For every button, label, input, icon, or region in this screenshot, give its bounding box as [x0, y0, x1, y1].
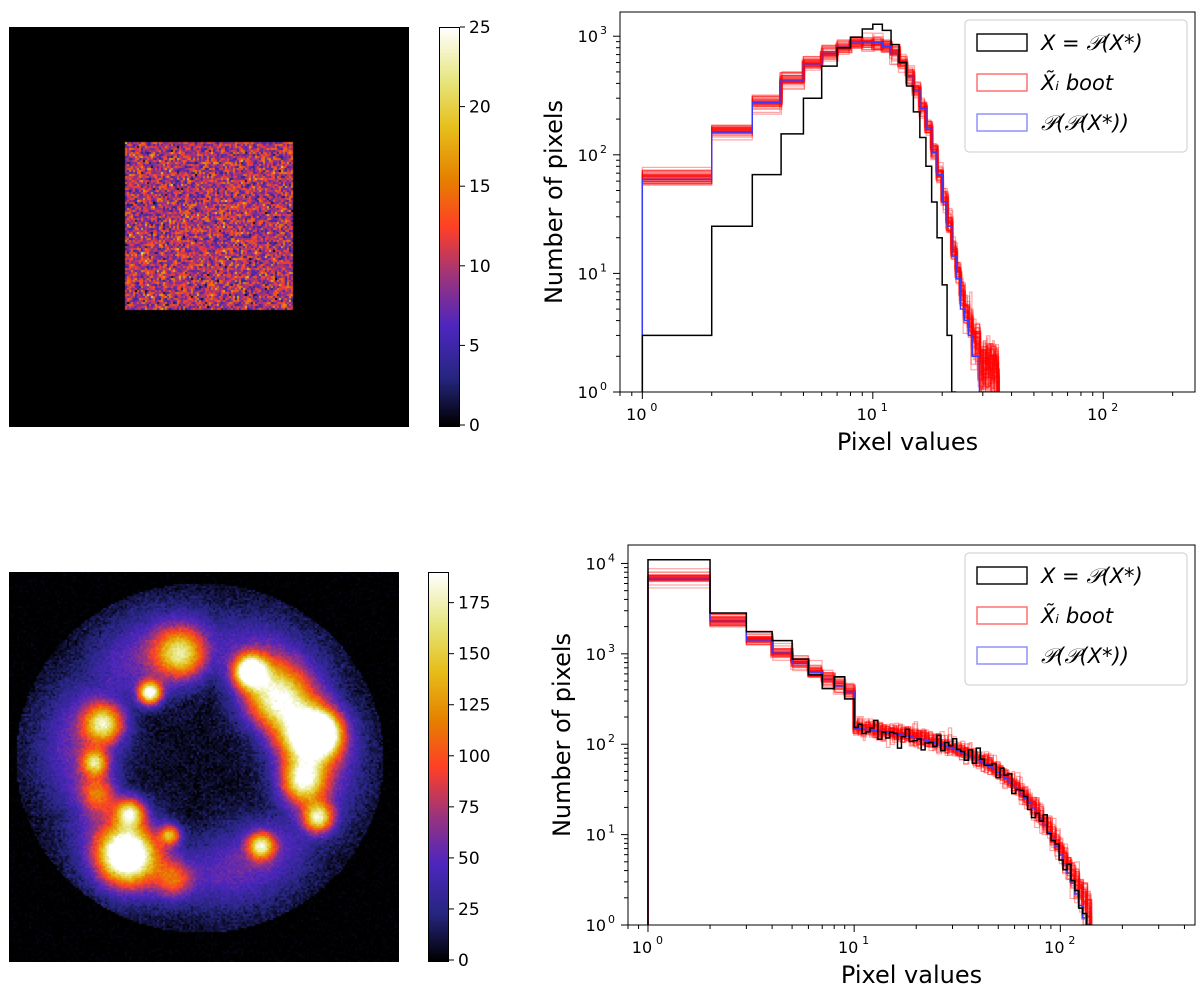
legend-label-bootstrap: X̃ᵢ boot: [1040, 603, 1114, 628]
legend-swatch-bootstrap: [976, 73, 1028, 92]
x-axis-label: Pixel values: [841, 961, 982, 989]
colorbar-tick-label: 25: [458, 900, 480, 920]
y-tick-label: 10: [586, 554, 606, 573]
bootstrap-realization: [641, 40, 1000, 392]
x-tick-label: 10: [838, 938, 858, 957]
x-tick-label: 10: [632, 938, 652, 957]
bootstrap-realization: [641, 41, 1000, 392]
bootstrap-realization: [647, 573, 1090, 925]
y-tick-exponent: 3: [600, 24, 607, 37]
plot-area: [647, 558, 1093, 925]
y-tick-exponent: 0: [608, 913, 615, 926]
y-tick-exponent: 1: [608, 823, 615, 836]
colorbar-tick-label: 175: [458, 594, 490, 614]
x-tick-label: 10: [857, 405, 877, 424]
bootstrap-realization: [647, 578, 1092, 925]
poisson-series: [641, 41, 993, 392]
bootstrap-realization: [641, 38, 1001, 392]
bootstrap-realization: [641, 38, 1000, 392]
colorbar-tick-label: 150: [458, 645, 490, 665]
y-tick-exponent: 1: [600, 261, 607, 274]
y-tick-label: 10: [586, 645, 606, 664]
bootstrap-realization: [641, 39, 1000, 392]
y-tick-label: 10: [578, 146, 598, 165]
y-tick-label: 10: [586, 826, 606, 845]
x-tick-exponent: 0: [656, 934, 663, 947]
legend-label-poisson: 𝒫(𝒫(X*)): [1041, 644, 1129, 668]
x-tick-exponent: 1: [862, 934, 869, 947]
y-tick-exponent: 0: [600, 380, 607, 393]
colorbar: [439, 27, 460, 427]
y-tick-exponent: 2: [600, 143, 607, 156]
panel-top: 0 5 10 15 20 25 10 0 10 1 10 2 10 0 10 1 10 2 10 3 Pixel va…: [0, 0, 1200, 480]
legend-box: [964, 552, 1188, 686]
colorbar-tick-label: 100: [458, 747, 490, 767]
observed-series: [647, 558, 1091, 925]
bootstrap-realization: [641, 39, 1001, 392]
colorbar-tick-label: 15: [469, 177, 491, 197]
colorbar: [428, 572, 449, 962]
x-tick-label: 10: [1087, 405, 1107, 424]
bootstrap-realization: [641, 36, 999, 392]
legend-swatch-poisson: [976, 646, 1028, 665]
colorbar-tick-label: 50: [458, 849, 480, 869]
x-tick-label: 10: [626, 405, 646, 424]
plot-area: [641, 23, 1001, 392]
legend-swatch-observed: [976, 566, 1028, 585]
observed-series: [641, 23, 957, 392]
colorbar-tick-label: 25: [469, 18, 491, 38]
axes-frame: [627, 544, 1196, 926]
y-tick-label: 10: [578, 27, 598, 46]
bootstrap-realization: [647, 576, 1091, 925]
colorbar-tick-label: 10: [469, 257, 491, 277]
y-tick-exponent: 2: [608, 732, 615, 745]
colorbar-tick-label: 125: [458, 696, 490, 716]
colorbar-tick-label: 75: [458, 798, 480, 818]
x-tick-label: 10: [1044, 938, 1064, 957]
colorbar-tick-label: 0: [458, 951, 469, 971]
colorbar-tick-label: 0: [469, 416, 480, 436]
x-tick-exponent: 1: [881, 401, 888, 414]
y-axis-label: Number of pixels: [548, 633, 576, 837]
legend-label-observed: X = 𝒫(X*): [1040, 31, 1143, 55]
bootstrap-realization: [641, 40, 1000, 392]
y-tick-label: 10: [578, 264, 598, 283]
x-tick-exponent: 2: [1068, 934, 1075, 947]
bootstrap-realization: [641, 40, 1000, 392]
legend-swatch-observed: [976, 33, 1028, 52]
bootstrap-realization: [641, 36, 1000, 392]
legend-label-observed: X = 𝒫(X*): [1040, 564, 1143, 588]
y-axis-label: Number of pixels: [540, 100, 568, 304]
bootstrap-realization: [647, 577, 1092, 925]
supernova-remnant-image: [9, 572, 399, 962]
colorbar-ticks: 0 5 10 15 20 25: [460, 18, 491, 436]
colorbar-tick-label: 5: [469, 336, 480, 356]
x-tick-exponent: 0: [650, 401, 657, 414]
x-axis-label: Pixel values: [837, 428, 978, 456]
colorbar-tick-label: 20: [469, 98, 491, 118]
legend-label-poisson: 𝒫(𝒫(X*)): [1041, 111, 1129, 135]
legend-label-bootstrap: X̃ᵢ boot: [1040, 70, 1114, 95]
legend-box: [964, 19, 1188, 153]
simulated-square-image: [9, 27, 409, 427]
legend-swatch-poisson: [976, 113, 1028, 132]
y-tick-label: 10: [586, 916, 606, 935]
y-tick-label: 10: [578, 383, 598, 402]
legend-swatch-bootstrap: [976, 606, 1028, 625]
x-tick-exponent: 2: [1111, 401, 1118, 414]
bootstrap-realization: [647, 579, 1091, 925]
y-tick-label: 10: [586, 735, 606, 754]
bootstrap-realization: [641, 39, 998, 392]
bootstrap-realization: [641, 36, 999, 392]
colorbar-ticks: 0 25 50 75 100 125 150 175: [449, 594, 490, 971]
y-tick-exponent: 4: [608, 551, 615, 564]
bootstrap-realization: [641, 39, 999, 392]
y-tick-exponent: 3: [608, 642, 615, 655]
bootstrap-realization: [647, 575, 1092, 925]
